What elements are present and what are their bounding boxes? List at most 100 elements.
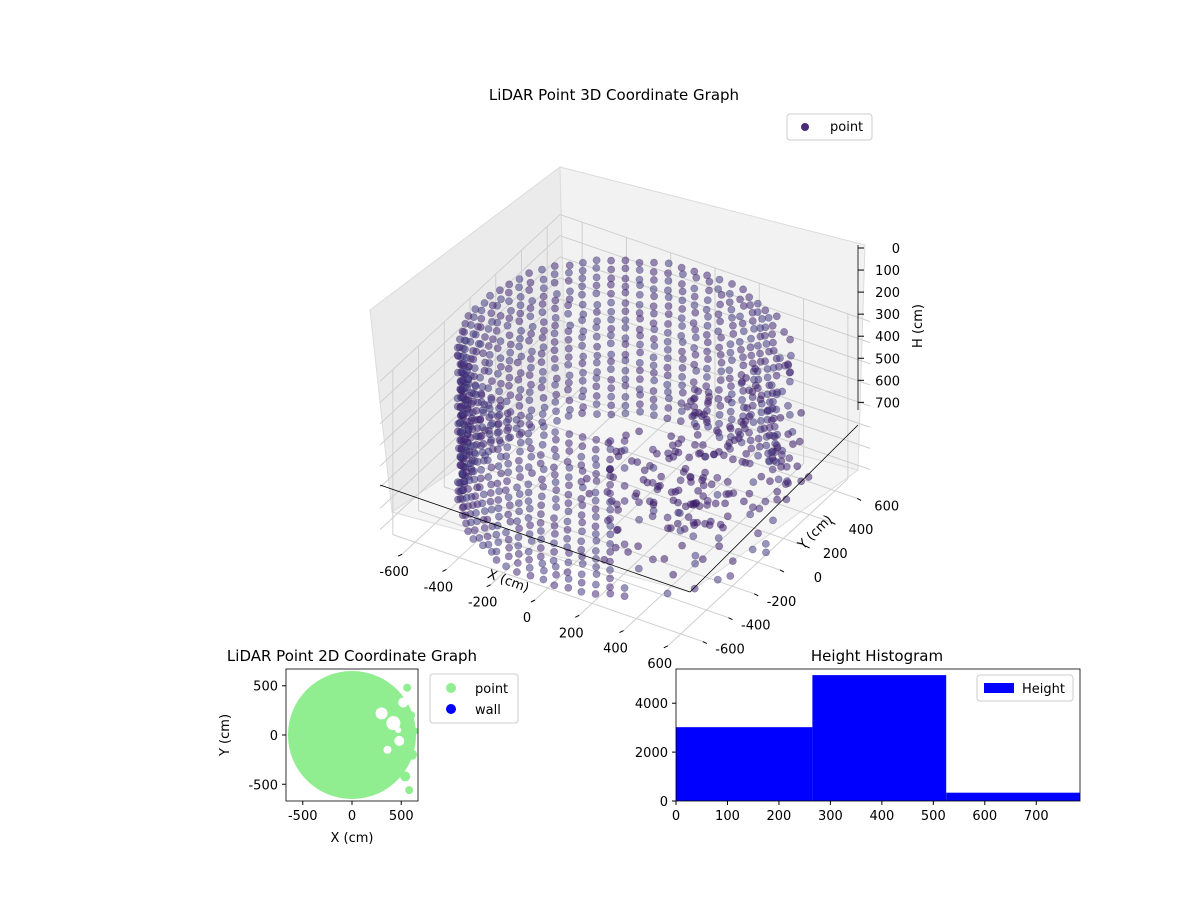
data-point (579, 403, 587, 411)
data-point (479, 349, 487, 358)
data-point (767, 448, 776, 457)
data-point (756, 349, 764, 358)
data-point (564, 309, 572, 318)
data-point (504, 535, 513, 544)
data-point (606, 472, 615, 480)
data-point (690, 267, 699, 276)
data-point (677, 435, 686, 444)
data-point (693, 430, 702, 439)
data-point (407, 749, 418, 760)
x-tick (575, 614, 580, 618)
data-point (635, 427, 643, 436)
data-point (536, 519, 545, 527)
data-point (504, 434, 513, 442)
data-point (564, 412, 573, 420)
data-point (505, 297, 513, 306)
data-point (540, 326, 548, 335)
data-point (592, 332, 601, 341)
data-point (724, 395, 732, 404)
data-point (525, 336, 533, 345)
data-point (742, 449, 751, 458)
data-point (515, 456, 523, 465)
data-point (577, 494, 586, 503)
data-point (538, 410, 547, 418)
data-point (691, 350, 700, 359)
x-tick-label: 500 (389, 809, 414, 824)
legend-label-wall: wall (475, 703, 501, 718)
histogram-y-ticks: 0 2000 4000 (635, 697, 676, 810)
data-point (515, 490, 524, 498)
data-point (607, 392, 616, 401)
legend-swatch-height (984, 683, 1014, 693)
data-point (621, 350, 630, 359)
data-point (476, 415, 485, 424)
z-axis-ticks: 0 100 200 300 400 500 600 700 (858, 242, 900, 411)
data-point (766, 477, 774, 486)
data-point (607, 289, 615, 298)
data-point (524, 488, 533, 497)
data-point (606, 530, 615, 539)
x-tick-label: 700 (1024, 809, 1049, 824)
data-point (717, 367, 726, 376)
data-point (551, 478, 560, 487)
data-point (691, 551, 700, 560)
data-point (664, 320, 672, 328)
data-point (593, 300, 602, 309)
data-point (469, 330, 478, 338)
data-point (551, 313, 560, 322)
data-point (455, 343, 464, 352)
x-axis-label: X (cm) (485, 567, 531, 596)
data-point (524, 497, 533, 505)
data-point (565, 261, 574, 270)
data-point (765, 456, 773, 465)
data-point (550, 581, 559, 590)
data-point (553, 290, 561, 298)
data-point (704, 399, 712, 408)
data-point (563, 534, 571, 543)
data-point (640, 466, 649, 475)
data-point (698, 555, 707, 564)
data-point (487, 377, 496, 385)
data-point (537, 383, 546, 392)
data-point (550, 278, 559, 287)
data-point (516, 292, 525, 301)
data-point (484, 342, 493, 350)
data-point (578, 341, 586, 350)
z-tick-label: 400 (875, 330, 900, 345)
data-point (761, 323, 770, 332)
data-point (480, 524, 489, 532)
data-point (539, 318, 548, 326)
data-point (627, 457, 636, 465)
data-point (501, 486, 510, 495)
y-tick-label: 4000 (635, 697, 668, 712)
data-point (736, 295, 744, 304)
data-point (663, 328, 672, 337)
data-point (565, 396, 574, 405)
data-point (606, 540, 614, 548)
y-tick-label: -200 (767, 595, 797, 610)
data-point (749, 478, 758, 486)
data-point (636, 375, 644, 384)
data-point (784, 360, 792, 368)
data-point (767, 381, 776, 390)
data-point (481, 358, 489, 367)
data-point (496, 311, 505, 320)
data-point (650, 258, 658, 267)
data-point (620, 446, 629, 454)
z-tick-label: 700 (875, 396, 900, 411)
data-point (505, 331, 514, 340)
data-point (405, 786, 414, 795)
data-point (536, 544, 545, 552)
data-point (592, 555, 600, 563)
data-point (505, 373, 514, 382)
data-point (538, 376, 547, 385)
data-point (705, 392, 713, 401)
data-point (502, 452, 511, 461)
data-point (754, 529, 762, 538)
data-point (716, 300, 724, 309)
data-point (591, 445, 600, 454)
data-point (551, 363, 559, 372)
data-point (579, 327, 588, 336)
data-point (502, 397, 511, 406)
data-point (667, 488, 676, 497)
